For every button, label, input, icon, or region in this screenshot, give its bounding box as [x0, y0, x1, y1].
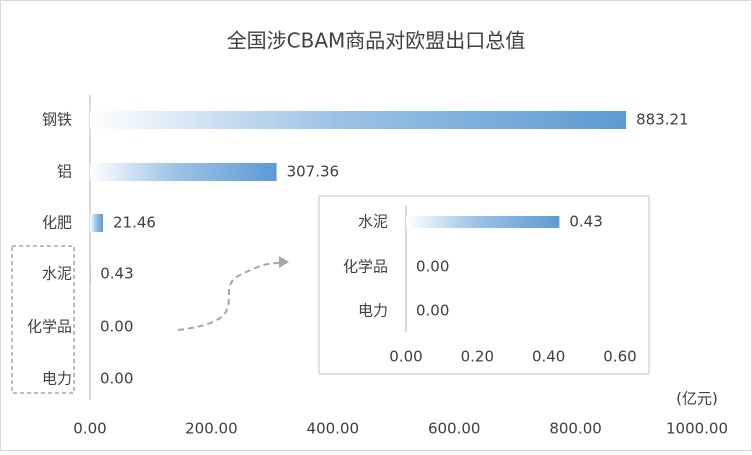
x-tick-label: 400.00 — [307, 420, 360, 438]
x-tick-label: 0.20 — [461, 348, 494, 366]
y-tick-label: 铝 — [57, 163, 72, 181]
x-tick-label: 1000.00 — [666, 420, 728, 438]
bar — [90, 214, 103, 232]
chart-title: 全国涉CBAM商品对欧盟出口总值 — [227, 29, 526, 53]
y-tick-label: 电力 — [42, 370, 72, 388]
value-label: 883.21 — [636, 111, 689, 129]
value-label: 0.43 — [100, 265, 133, 283]
value-label: 0.00 — [100, 370, 133, 388]
x-tick-label: 600.00 — [428, 420, 481, 438]
bar — [406, 216, 559, 228]
y-tick-label: 化肥 — [42, 214, 72, 232]
y-tick-label: 钢铁 — [42, 111, 72, 129]
value-label: 0.00 — [416, 302, 449, 320]
x-tick-label: 800.00 — [549, 420, 602, 438]
y-tick-label: 水泥 — [42, 265, 72, 283]
x-tick-label: 200.00 — [185, 420, 238, 438]
value-label: 0.00 — [416, 258, 449, 276]
value-label: 21.46 — [113, 214, 156, 232]
y-tick-label: 水泥 — [358, 213, 388, 231]
y-tick-label: 化学品 — [27, 318, 72, 336]
y-tick-label: 化学品 — [343, 258, 388, 276]
x-tick-label: 0.00 — [73, 420, 106, 438]
value-label: 0.43 — [569, 213, 602, 231]
bar — [90, 163, 277, 181]
value-label: 0.00 — [100, 318, 133, 336]
unit-label: (亿元) — [676, 390, 718, 408]
value-label: 307.36 — [287, 163, 340, 181]
x-tick-label: 0.00 — [389, 348, 422, 366]
x-tick-label: 0.40 — [532, 348, 565, 366]
bar — [90, 111, 626, 129]
x-tick-label: 0.60 — [603, 348, 636, 366]
y-tick-label: 电力 — [358, 302, 388, 320]
